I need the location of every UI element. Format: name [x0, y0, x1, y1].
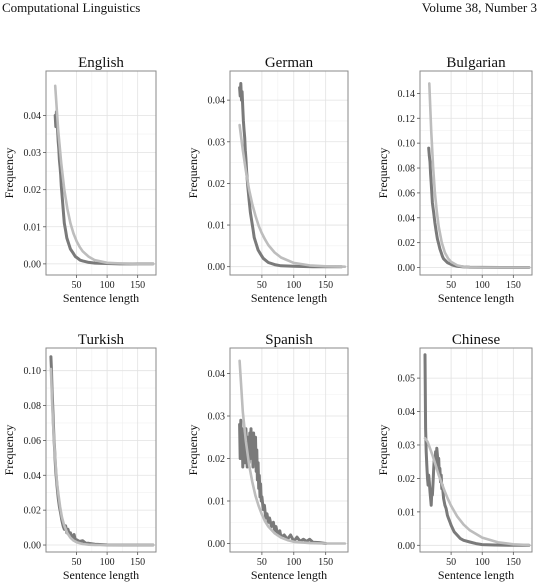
chart-title: Bulgarian	[446, 55, 506, 71]
fitted-series-line	[238, 359, 347, 545]
y-axis-label: Frequency	[2, 148, 16, 199]
y-tick-label: 0.06	[24, 436, 42, 447]
x-tick-label: 50	[72, 557, 82, 568]
y-tick-label: 0.02	[398, 238, 416, 249]
y-tick-label: 0.01	[398, 507, 416, 518]
x-tick-label: 50	[257, 557, 267, 568]
x-tick-label: 50	[446, 557, 456, 568]
chart-title: Chinese	[452, 332, 501, 348]
y-axis-label: Frequency	[2, 425, 16, 476]
y-tick-label: 0.03	[24, 148, 42, 159]
x-tick-label: 50	[72, 280, 82, 291]
y-tick-label: 0.03	[398, 440, 416, 451]
x-tick-label: 150	[130, 280, 145, 291]
y-tick-label: 0.02	[208, 179, 226, 190]
x-tick-label: 150	[318, 557, 333, 568]
y-tick-label: 0.08	[24, 401, 42, 412]
fitted-series-line	[53, 84, 155, 266]
chart-title: Turkish	[78, 332, 125, 348]
y-tick-label: 0.03	[208, 412, 226, 423]
y-tick-label: 0.00	[208, 262, 226, 273]
plot-border	[419, 347, 533, 553]
x-tick-label: 50	[446, 280, 456, 291]
y-tick-label: 0.01	[208, 497, 226, 508]
y-tick-label: 0.01	[24, 222, 42, 233]
y-axis-label: Frequency	[376, 425, 390, 476]
y-axis-label: Frequency	[186, 425, 200, 476]
chart-panel: 50 100 150 0.00 0.02 0.04 0.06 0.08 0.10 Turkish S…	[2, 332, 157, 582]
chart-panel: 50 100 150 0.00 0.01 0.02 0.03 0.04 German Senten…	[186, 55, 349, 305]
chart-panel: 50 100 150 0.00 0.01 0.02 0.03 0.04 Spanish Sente…	[186, 332, 349, 582]
x-tick-label: 150	[318, 280, 333, 291]
y-tick-label: 0.02	[208, 454, 226, 465]
running-head-left: Computational Linguistics	[2, 0, 141, 15]
fitted-series-line	[49, 367, 155, 547]
x-tick-label: 150	[130, 557, 145, 568]
chart-panel: 50 100 150 0.00 0.02 0.04 0.06 0.08 0.10 0.12 0.14…	[376, 55, 533, 305]
y-tick-label: 0.08	[398, 164, 416, 175]
fitted-series-line	[423, 437, 531, 547]
y-tick-label: 0.02	[24, 506, 42, 517]
plot-area	[420, 71, 532, 275]
y-tick-label: 0.04	[208, 96, 226, 107]
y-tick-label: 0.04	[398, 407, 416, 418]
x-tick-label: 100	[100, 557, 115, 568]
x-axis-label: Sentence length	[438, 568, 514, 582]
x-axis-label: Sentence length	[438, 291, 514, 305]
x-axis-label: Sentence length	[251, 568, 327, 582]
y-axis-label: Frequency	[186, 148, 200, 199]
y-tick-label: 0.04	[24, 111, 42, 122]
fitted-series-line	[238, 123, 347, 268]
plot-border	[229, 347, 349, 553]
y-axis-label: Frequency	[376, 148, 390, 199]
fitted-series-line	[428, 82, 531, 269]
y-tick-label: 0.00	[208, 539, 226, 550]
x-tick-label: 150	[506, 557, 521, 568]
y-tick-label: 0.00	[24, 259, 42, 270]
plot-border	[45, 70, 157, 276]
chart-title: English	[78, 55, 124, 71]
x-tick-label: 150	[506, 280, 521, 291]
chart-title: German	[265, 55, 314, 71]
y-tick-label: 0.00	[398, 541, 416, 552]
y-tick-label: 0.06	[398, 188, 416, 199]
x-axis-label: Sentence length	[63, 291, 139, 305]
y-tick-label: 0.10	[398, 139, 416, 150]
chart-panel: 50 100 150 0.00 0.01 0.02 0.03 0.04 English Sente…	[2, 55, 157, 305]
observed-series-line	[238, 82, 344, 269]
y-tick-label: 0.04	[24, 471, 42, 482]
x-tick-label: 100	[100, 280, 115, 291]
y-tick-label: 0.14	[398, 89, 416, 100]
y-tick-label: 0.00	[24, 541, 42, 552]
running-head-right: Volume 38, Number 3	[421, 0, 537, 15]
y-tick-label: 0.04	[398, 213, 416, 224]
x-tick-label: 100	[475, 557, 490, 568]
y-tick-label: 0.00	[398, 263, 416, 274]
plot-border	[229, 70, 349, 276]
x-axis-label: Sentence length	[251, 291, 327, 305]
plot-border	[419, 70, 533, 276]
y-tick-label: 0.03	[208, 137, 226, 148]
chart-title: Spanish	[265, 332, 313, 348]
y-tick-label: 0.04	[208, 369, 226, 380]
x-tick-label: 100	[475, 280, 490, 291]
y-tick-label: 0.10	[24, 366, 42, 377]
x-tick-label: 100	[286, 280, 301, 291]
observed-series-line	[423, 353, 531, 547]
y-tick-label: 0.05	[398, 374, 416, 385]
plot-border	[45, 347, 157, 553]
plot-area	[230, 71, 348, 275]
y-tick-label: 0.12	[398, 114, 416, 125]
chart-panel: 50 100 150 0.00 0.01 0.02 0.03 0.04 0.05 Chinese S…	[376, 332, 533, 582]
y-tick-label: 0.02	[398, 474, 416, 485]
y-tick-label: 0.01	[208, 221, 226, 232]
x-tick-label: 100	[286, 557, 301, 568]
x-axis-label: Sentence length	[63, 568, 139, 582]
x-tick-label: 50	[257, 280, 267, 291]
y-tick-label: 0.02	[24, 185, 42, 196]
